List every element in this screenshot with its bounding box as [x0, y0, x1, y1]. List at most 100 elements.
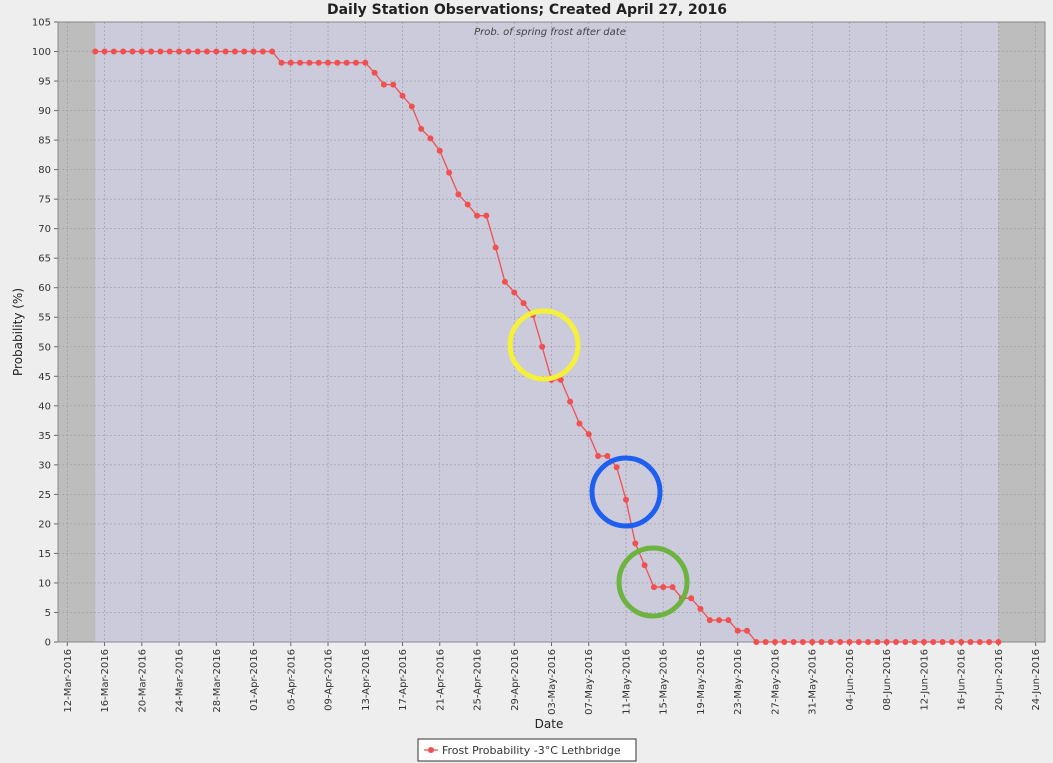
x-tick-label: 16-Mar-2016: [100, 649, 111, 713]
data-point: [157, 48, 164, 55]
data-point: [380, 81, 387, 88]
data-point: [278, 59, 285, 66]
data-point: [716, 617, 723, 624]
data-point: [911, 639, 918, 645]
x-tick-label: 20-Jun-2016: [994, 649, 1005, 711]
plot-border: [57, 21, 1046, 643]
data-point: [771, 639, 778, 645]
data-point: [101, 48, 108, 55]
data-point: [250, 48, 257, 55]
data-point: [781, 639, 788, 645]
x-tick-label: 31-May-2016: [808, 649, 819, 715]
data-point: [883, 639, 890, 645]
data-point: [138, 48, 145, 55]
data-point: [855, 639, 862, 645]
data-point: [315, 59, 322, 66]
x-axis-label: Date: [535, 717, 564, 731]
data-point: [837, 639, 844, 645]
data-point: [948, 639, 955, 645]
data-point: [110, 48, 117, 55]
data-point: [874, 639, 881, 645]
data-point: [446, 169, 453, 176]
data-point: [846, 639, 853, 645]
data-point: [604, 453, 611, 459]
data-point: [408, 103, 415, 110]
x-tick-label: 15-May-2016: [659, 649, 670, 715]
x-tick-label: 03-May-2016: [547, 649, 558, 715]
data-point: [585, 431, 592, 438]
highlight-circle: [507, 308, 581, 382]
x-tick-label: 28-Mar-2016: [212, 649, 223, 713]
data-point: [632, 540, 639, 547]
data-point: [418, 125, 425, 132]
y-tick-label: 35: [38, 431, 51, 442]
data-point: [613, 464, 620, 471]
x-tick-label: 09-Apr-2016: [324, 649, 335, 711]
x-tick-label: 12-Jun-2016: [919, 649, 930, 711]
data-point: [688, 595, 695, 602]
data-point: [976, 639, 983, 645]
data-point: [427, 135, 434, 142]
data-point: [669, 584, 676, 591]
data-point: [120, 48, 127, 55]
y-tick-label: 75: [38, 195, 51, 206]
y-tick-label: 45: [38, 372, 51, 383]
x-tick-label: 08-Jun-2016: [882, 649, 893, 711]
legend-marker: [428, 747, 434, 753]
x-tick-label: 25-Apr-2016: [473, 649, 484, 711]
x-tick-label: 24-Jun-2016: [1031, 649, 1042, 711]
data-point: [483, 212, 490, 219]
y-axis-label: Probability (%): [11, 288, 25, 376]
data-point: [231, 48, 238, 55]
data-point: [939, 639, 946, 645]
y-tick-label: 25: [38, 490, 51, 501]
data-point: [362, 59, 369, 66]
data-point: [622, 496, 629, 503]
data-point: [501, 278, 508, 285]
data-point: [194, 48, 201, 55]
data-point: [92, 48, 99, 55]
data-point: [697, 605, 704, 612]
data-point: [595, 453, 602, 459]
data-point: [893, 639, 900, 645]
data-point: [818, 639, 825, 645]
data-point: [148, 48, 155, 55]
x-tick-label: 19-May-2016: [696, 649, 707, 715]
data-point: [706, 617, 713, 624]
data-point: [176, 48, 183, 55]
data-point: [790, 639, 797, 645]
highlight-circle: [616, 545, 690, 619]
data-point: [287, 59, 294, 66]
x-tick-label: 24-Mar-2016: [175, 649, 186, 713]
data-point: [269, 48, 276, 55]
data-point: [455, 191, 462, 198]
x-tick-label: 05-Apr-2016: [286, 649, 297, 711]
y-tick-label: 40: [38, 401, 51, 412]
data-point: [734, 627, 741, 634]
chart-title: Daily Station Observations; Created Apri…: [327, 2, 727, 18]
data-point: [920, 639, 927, 645]
y-tick-label: 100: [32, 47, 51, 58]
data-point: [306, 59, 313, 66]
y-tick-label: 50: [38, 342, 51, 353]
y-tick-label: 80: [38, 165, 51, 176]
legend: [417, 738, 637, 762]
data-point: [576, 420, 583, 427]
legend-label: Frost Probability -3°C Lethbridge: [442, 744, 621, 757]
y-tick-label: 70: [38, 224, 51, 235]
data-point: [436, 147, 443, 154]
plot-area: [58, 21, 1045, 643]
x-tick-label: 12-Mar-2016: [63, 649, 74, 713]
data-point: [744, 627, 751, 634]
data-point: [203, 48, 210, 55]
out-of-range-shade: [998, 22, 1045, 642]
data-point: [129, 48, 136, 55]
x-tick-label: 27-May-2016: [770, 649, 781, 715]
x-tick-label: 23-May-2016: [733, 649, 744, 715]
data-point: [352, 59, 359, 66]
data-point: [650, 584, 657, 591]
data-point: [753, 639, 760, 645]
data-point: [325, 59, 332, 66]
y-tick-label: 55: [38, 313, 51, 324]
